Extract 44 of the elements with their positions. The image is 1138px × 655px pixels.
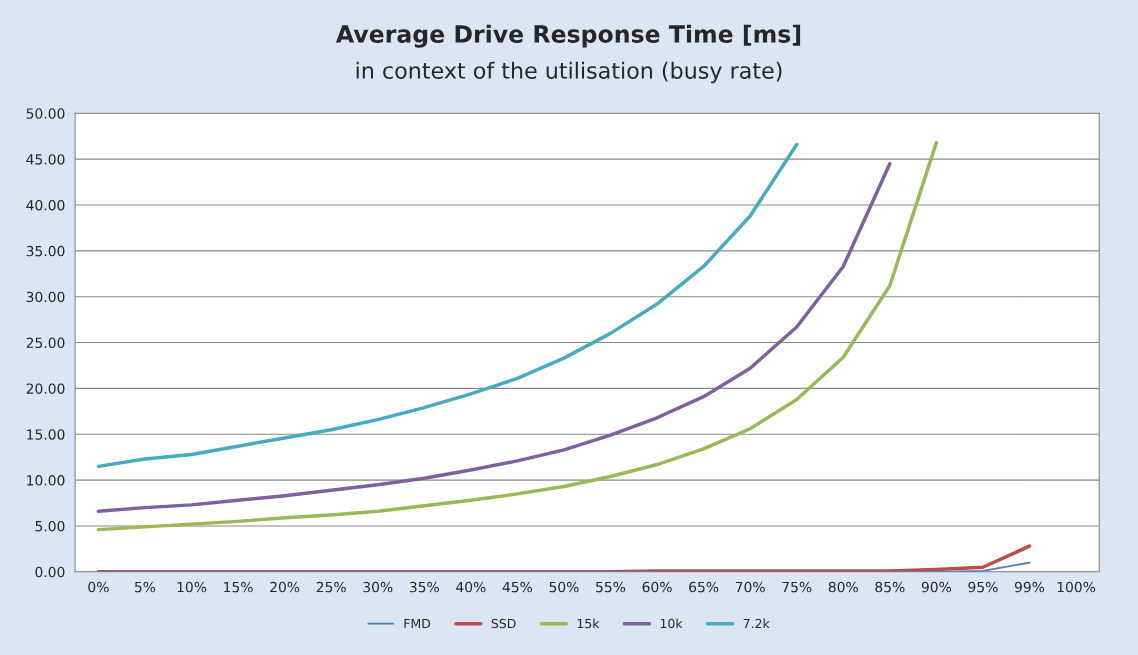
- y-tick-label: 5.00: [35, 520, 65, 532]
- legend-label: FMD: [404, 618, 431, 629]
- x-tick-label: 75%: [782, 581, 812, 593]
- x-tick-label: 50%: [549, 581, 579, 593]
- chart-title: Average Drive Response Time [ms]: [335, 24, 801, 48]
- x-tick-label: 80%: [828, 581, 858, 593]
- y-tick-label: 30.00: [26, 291, 65, 303]
- x-tick-label: 10%: [177, 581, 207, 593]
- x-tick-label: 90%: [921, 581, 952, 593]
- x-tick-label: 30%: [363, 581, 393, 593]
- x-tick-label: 35%: [409, 581, 439, 593]
- x-tick-label: 60%: [642, 581, 672, 593]
- x-tick-label: 65%: [689, 581, 719, 593]
- line-series: [96, 140, 939, 532]
- x-tick-label: 70%: [735, 581, 765, 593]
- y-tick-label: 45.00: [26, 154, 65, 165]
- x-tick-label: 15%: [224, 581, 253, 593]
- x-tick-label: 5%: [135, 581, 156, 593]
- y-tick-label: 25.00: [26, 337, 65, 349]
- x-tick-label: 55%: [596, 581, 626, 593]
- x-tick-label: 25%: [316, 581, 346, 593]
- line-series: [96, 544, 1032, 572]
- line-series: [96, 142, 799, 469]
- legend-label: 15k: [577, 618, 600, 629]
- x-tick-label: 99%: [1014, 581, 1045, 593]
- y-tick-label: 40.00: [26, 199, 65, 211]
- y-tick-label: 35.00: [26, 245, 65, 257]
- legend-label: SSD: [491, 618, 516, 629]
- legend-label: 10k: [660, 618, 683, 629]
- y-tick-label: 10.00: [27, 475, 65, 486]
- x-tick-label: 100%: [1057, 581, 1096, 593]
- y-tick-label: 50.00: [26, 108, 65, 119]
- y-tick-label: 20.00: [26, 383, 65, 394]
- x-tick-label: 85%: [875, 581, 905, 593]
- legend-label: 7.2k: [743, 618, 770, 629]
- x-tick-label: 45%: [502, 581, 533, 593]
- x-tick-label: 20%: [270, 581, 300, 593]
- x-tick-label: 0%: [88, 581, 109, 593]
- y-tick-label: 15.00: [27, 429, 65, 440]
- chart-subtitle: in context of the utilisation (busy rate): [356, 61, 782, 84]
- x-tick-label: 95%: [968, 581, 998, 593]
- y-tick-label: 0.00: [35, 566, 65, 578]
- x-tick-label: 40%: [456, 581, 486, 593]
- line-series: [96, 162, 892, 514]
